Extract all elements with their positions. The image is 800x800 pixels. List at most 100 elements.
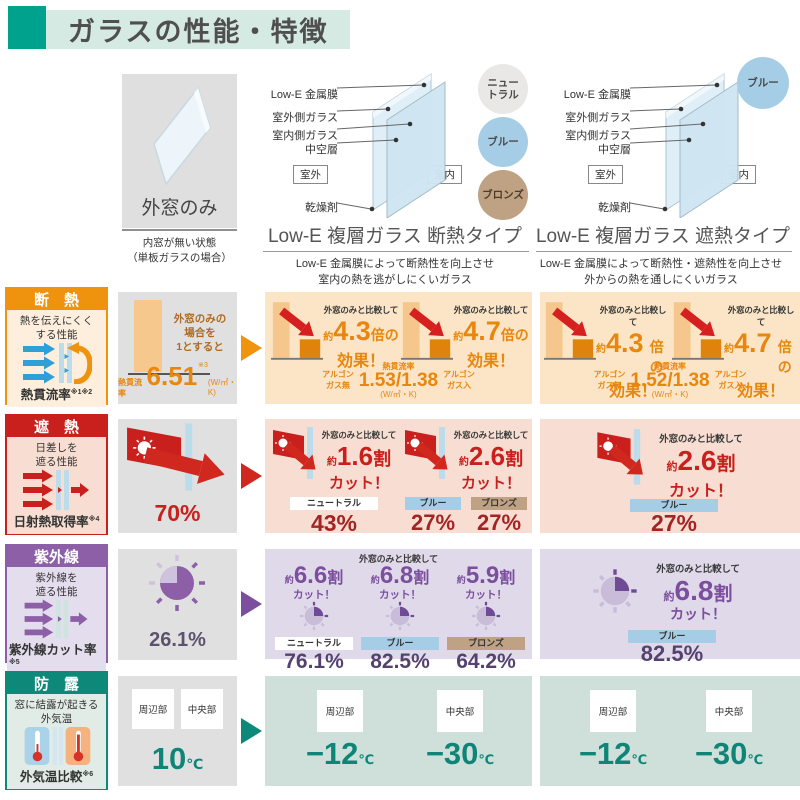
u-metric: 熱貫流率 [382, 361, 415, 371]
variant-chip-blue: ブルー [630, 499, 718, 512]
shg-base-value: 70% [154, 500, 201, 526]
factor-value: 4.7 [734, 328, 772, 358]
label-air-layer: 中空層 [305, 144, 338, 156]
edge-chip: 周辺部 [132, 689, 174, 729]
shield-mid-panel: 外窓のみと比較して 約 1.6 割 カット！ ニュートラル 43% [265, 419, 532, 536]
divider [263, 251, 529, 252]
shield-icon [22, 469, 89, 511]
approx: 約 [323, 332, 334, 343]
cut-value: 6.8 [674, 575, 714, 606]
cut-label: カット！ [460, 475, 521, 492]
cut-value: 6.8 [379, 562, 414, 589]
dew-base-box: 周辺部 中央部 10 ℃ [118, 676, 237, 786]
factor-value: 4.3 [606, 328, 644, 358]
temp-value: −30 [694, 736, 748, 771]
sun-cut-arrow-icon [405, 427, 448, 479]
uv-cut-pct: 82.5% [640, 641, 704, 666]
cut-unit: 割 [373, 449, 392, 469]
cut-unit: 割 [499, 570, 516, 587]
dew-row-desc: 窓に結露が起きる 外気温 [14, 699, 99, 725]
edge-chip: 周辺部 [317, 690, 363, 732]
thermometer-icon [24, 727, 90, 766]
comparison-item: 外窓のみと比較して 約 2.6 割 カット！ ブルー 27% ブロンズ 27% [403, 427, 529, 536]
insulation-icon [22, 342, 92, 385]
uv-icon [24, 599, 87, 639]
compare-note: 外窓のみと比較して [359, 554, 438, 564]
label-lowe-film: Low-E 金属膜 [563, 89, 631, 101]
u-value-pair: 1.53/1.38 [358, 369, 439, 391]
flow-arrow-icon [241, 718, 262, 744]
insulation-row-label: 断 熱 熱を伝えにくく する性能 熱貫流率※1※2 [5, 287, 108, 408]
cut-unit: 割 [716, 454, 736, 475]
edge-chip: 周辺部 [590, 690, 636, 732]
insulation-row-desc: 熱を伝えにくく する性能 [19, 315, 94, 341]
uv-sun-pie-small-icon [471, 601, 501, 630]
outer-window-note: 内窓が無い状態 （単板ガラスの場合） [127, 237, 232, 264]
cut-label: カット！ [379, 589, 421, 601]
temp-unit: ℃ [186, 756, 204, 772]
comparison-item: 約 6.6 割 カット！ ニュートラル 76.1% [273, 562, 355, 674]
single-glass-pane-icon [152, 86, 211, 186]
cut-label: カット！ [465, 589, 507, 601]
center-chip: 中央部 [706, 690, 752, 732]
u-unit: (W/㎡・K) [651, 390, 689, 399]
double-glazing-unit-icon [630, 73, 739, 218]
flow-arrow-icon [241, 591, 262, 617]
uv-cut-pct: 64.2% [456, 649, 516, 673]
approx: 約 [724, 344, 734, 355]
u-value-summary: アルゴン ガス無 熱貫流率 1.52/1.38 (W/㎡・K) アルゴン ガス入 [540, 361, 800, 400]
outside-box: 室外 [293, 165, 328, 184]
bar-comparison-icon [401, 302, 453, 360]
shield-metric-label: 日射熱取得率※4 [14, 511, 100, 530]
swatch-bronze: ブロンズ [478, 170, 528, 220]
cut-value: 1.6 [336, 441, 374, 471]
uv-base-box: 26.1% [118, 549, 237, 660]
compare-note: 外窓のみと比較して [453, 305, 529, 315]
variant-chip-blue: ブルー [405, 497, 461, 510]
label-inner-glass: 室内側ガラス [272, 130, 338, 142]
flow-arrow-icon [241, 463, 262, 489]
argon-with-label: アルゴン ガス入 [714, 370, 747, 391]
comparison-item: 外窓のみと比較して 約 4.3 倍の 効果！ [271, 298, 399, 371]
metric-footnote: ※5 [9, 659, 20, 667]
temp-value: −30 [425, 736, 479, 771]
label-outer-glass: 室外側ガラス [565, 112, 631, 124]
compare-note: 外窓のみと比較して [453, 430, 529, 440]
comparison-item: 外窓のみと比較して 約 4.7 倍の 効果！ [672, 298, 798, 401]
metric-text: 熱貫流率 [20, 388, 71, 403]
bar-comparison-icon [672, 302, 724, 360]
double-glazing-unit-icon [337, 73, 446, 218]
uv-sun-pie-small-icon [593, 569, 637, 613]
comparison-text: 外窓のみと比較して 約 6.8 割 カット！ [638, 561, 758, 621]
comparison-item: 約 6.8 割 カット！ ブルー 82.5% [359, 562, 441, 674]
cut-label: カット！ [668, 483, 733, 500]
insulation-base-box: 外窓のみの 場合を 1とすると 熱貫流率 6.51 ※3 (W/㎡・K) [118, 292, 237, 404]
divider [122, 229, 237, 231]
metric-footnote: ※1※2 [70, 389, 93, 397]
sun-cut-arrow-icon [597, 429, 643, 485]
u-values: 熱貫流率 1.52/1.38 (W/㎡・K) [630, 361, 709, 400]
temp-unit: ℃ [631, 752, 648, 767]
variant-column: ブロンズ 27% [471, 497, 527, 536]
u-value-footnote: ※3 [198, 362, 208, 369]
cut-unit: 割 [413, 570, 430, 587]
comparison-item: 約 5.9 割 カット！ ブロンズ 64.2% [445, 562, 527, 674]
shg-value: 27% [650, 510, 698, 536]
outer-window-only-title: 外窓のみ [141, 198, 218, 219]
comparison-text: 外窓のみと比較して 約 4.3 倍の 効果！ [596, 298, 670, 401]
metric-text: 外気温比較 [19, 770, 83, 785]
center-chip: 中央部 [181, 689, 223, 729]
temp-value: 10 [151, 741, 187, 776]
compare-note: 外窓のみと比較して [656, 564, 740, 575]
u-value-metric: 熱貫流率 [118, 378, 142, 398]
compare-note: 外窓のみと比較して [321, 430, 397, 440]
cut-label: カット！ [293, 589, 335, 601]
uv-metric-label: 紫外線カット率※5 [9, 639, 104, 672]
variant-chip-blue: ブルー [361, 636, 439, 650]
temp-item: 中央部 −30 ℃ [674, 690, 784, 772]
cut-value: 5.9 [465, 562, 500, 589]
approx: 約 [666, 461, 678, 473]
page-title: ガラスの性能・特徴 [68, 17, 329, 47]
variant-chip-bronze: ブロンズ [471, 497, 527, 510]
